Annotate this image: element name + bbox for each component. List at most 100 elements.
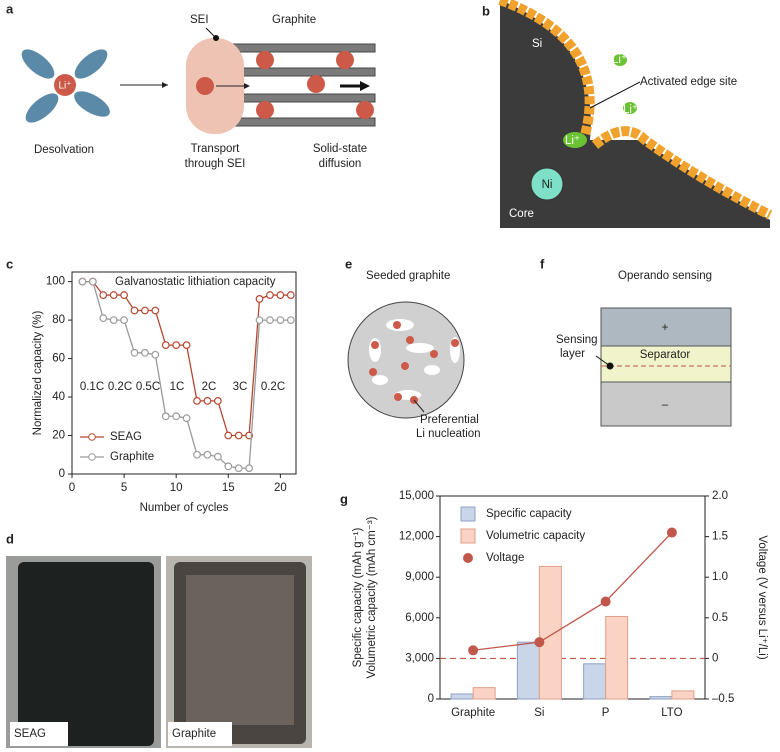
legend-marker bbox=[463, 553, 473, 563]
label: Core bbox=[509, 208, 534, 220]
point bbox=[99, 314, 108, 323]
point bbox=[276, 316, 285, 324]
photo-seag bbox=[18, 562, 154, 746]
point bbox=[151, 350, 160, 359]
point bbox=[120, 291, 128, 299]
label: through SEI bbox=[185, 158, 246, 170]
ion bbox=[54, 74, 76, 96]
label: Li⁺ bbox=[612, 54, 627, 66]
y-axis-label: Normalized capacity (%) bbox=[32, 311, 44, 436]
point bbox=[109, 291, 118, 299]
point bbox=[161, 341, 170, 350]
point bbox=[203, 396, 212, 405]
annotation: 3C bbox=[233, 381, 248, 393]
label: Li⁺ bbox=[565, 135, 580, 147]
y-tick-label: 20 bbox=[52, 430, 65, 442]
y-tick-label: 12,000 bbox=[399, 531, 434, 543]
legend-label: Graphite bbox=[110, 451, 154, 463]
plot-frame bbox=[439, 495, 706, 700]
panel-d: d SEAG Graphite bbox=[6, 531, 312, 748]
x-tick-label: 20 bbox=[274, 482, 287, 494]
x-tick-label: 5 bbox=[121, 482, 127, 494]
label: Solid-state bbox=[313, 143, 367, 155]
y2-tick-label: –0.5 bbox=[712, 693, 734, 705]
label: Desolvation bbox=[34, 144, 94, 156]
annotation: 2C bbox=[202, 381, 217, 393]
y-tick-label: 15,000 bbox=[399, 490, 434, 502]
label: Seeded graphite bbox=[366, 270, 450, 282]
label: Ni bbox=[542, 179, 553, 191]
label: Si bbox=[532, 38, 542, 50]
bar bbox=[671, 690, 695, 700]
panel-b: b Si Li⁺ Li⁺ Li⁺ Activated edge site Ni … bbox=[482, 0, 773, 228]
point bbox=[193, 450, 201, 459]
panel-a: a Li⁺ Desolvation SEI Graphite Transport… bbox=[6, 1, 376, 170]
label: Preferential bbox=[420, 414, 479, 426]
point bbox=[141, 348, 149, 357]
legend-label: Volumetric capacity bbox=[486, 530, 585, 542]
si-coating bbox=[498, 0, 595, 137]
bar bbox=[649, 696, 673, 700]
y-axis-label: Specific capacity (mAh g⁻¹) bbox=[352, 528, 364, 668]
point bbox=[600, 596, 611, 607]
point bbox=[224, 462, 233, 471]
x-axis-label: Number of cycles bbox=[140, 502, 229, 514]
x-tick-label: Si bbox=[534, 707, 544, 719]
bar bbox=[605, 615, 629, 700]
point bbox=[245, 464, 254, 473]
graphite-layers bbox=[229, 43, 376, 127]
label: Li nucleation bbox=[416, 428, 481, 440]
y-tick-label: 60 bbox=[52, 353, 65, 365]
legend-marker bbox=[88, 433, 96, 441]
point bbox=[666, 527, 677, 538]
point bbox=[151, 306, 160, 315]
x-tick-label: 0 bbox=[69, 482, 75, 494]
annotation: 0.1C bbox=[80, 381, 104, 393]
plot-frame bbox=[71, 271, 297, 475]
point bbox=[234, 431, 243, 440]
panel-letter: a bbox=[6, 1, 14, 16]
y-tick-label: 0 bbox=[428, 693, 434, 705]
point bbox=[224, 431, 233, 440]
y2-tick-label: 0 bbox=[712, 652, 718, 664]
legend-swatch bbox=[460, 528, 476, 544]
point bbox=[130, 348, 139, 357]
label: Activated edge site bbox=[640, 76, 737, 88]
point bbox=[193, 396, 201, 405]
point bbox=[534, 637, 545, 648]
point bbox=[203, 450, 212, 459]
y-tick-label: 0 bbox=[59, 468, 65, 480]
label: Operando sensing bbox=[618, 270, 712, 282]
point bbox=[468, 645, 479, 656]
bar bbox=[450, 693, 474, 700]
y-tick-label: 3,000 bbox=[405, 652, 434, 664]
y2-tick-label: 0.5 bbox=[712, 612, 728, 624]
bar bbox=[472, 687, 496, 700]
panel-letter: e bbox=[345, 256, 352, 271]
y-tick-label: 80 bbox=[52, 314, 65, 326]
label: Graphite bbox=[272, 14, 316, 26]
point bbox=[266, 291, 274, 299]
chart-title: Galvanostatic lithiation capacity bbox=[115, 276, 276, 288]
legend-swatch bbox=[460, 506, 476, 522]
label: diffusion bbox=[319, 158, 362, 170]
y2-tick-label: 1.0 bbox=[712, 571, 728, 583]
bar bbox=[516, 641, 540, 700]
legend-label: SEAG bbox=[110, 431, 142, 443]
y2-tick-label: 1.5 bbox=[712, 531, 728, 543]
panel-e: e Seeded graphite Preferential Li nuclea… bbox=[345, 256, 481, 440]
panel-letter: d bbox=[6, 531, 14, 546]
y-axis-label: Volumetric capacity (mAh cm⁻³) bbox=[366, 516, 378, 678]
panel-f: f Operando sensing + Separator – Sensing… bbox=[540, 256, 732, 427]
x-tick-label: 15 bbox=[222, 482, 235, 494]
annotation: 1C bbox=[170, 381, 185, 393]
x-tick-label: P bbox=[602, 707, 610, 719]
point bbox=[266, 316, 274, 324]
solvent bbox=[21, 49, 110, 123]
label: – bbox=[662, 399, 669, 411]
y-tick-label: 100 bbox=[46, 276, 65, 288]
point bbox=[99, 291, 108, 299]
point bbox=[255, 316, 264, 324]
label: Transport bbox=[191, 143, 241, 155]
